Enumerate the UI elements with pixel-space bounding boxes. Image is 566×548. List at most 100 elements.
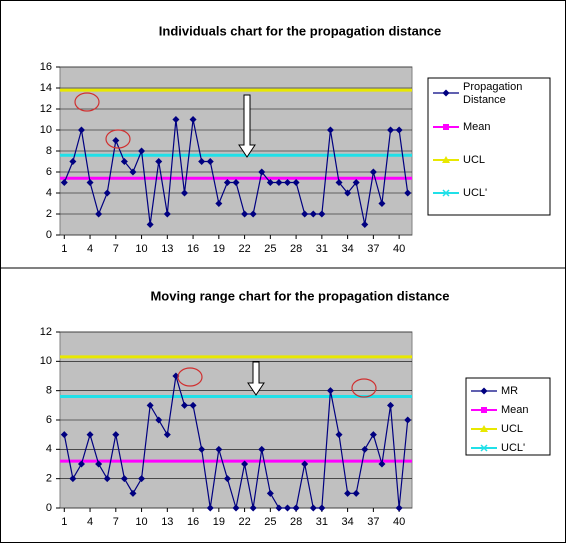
x-tick-label: 28	[290, 243, 302, 255]
y-tick-label: 2	[46, 208, 52, 220]
legend-marker	[442, 89, 450, 97]
point	[284, 179, 292, 186]
point	[60, 179, 68, 186]
highlight-circle	[177, 367, 203, 387]
point	[112, 137, 120, 144]
legend-label: UCL	[463, 154, 485, 166]
y-tick-label: 0	[46, 229, 52, 241]
x-tick-label: 37	[367, 243, 379, 255]
x-tick-label: 22	[238, 516, 250, 528]
highlight-circle	[351, 378, 377, 398]
legend-label: Mean	[501, 404, 529, 416]
x-tick-label: 40	[393, 243, 405, 255]
point	[155, 158, 163, 165]
point	[249, 210, 257, 218]
legend-label: UCL'	[463, 187, 487, 199]
x-tick-label: 25	[264, 516, 276, 528]
chart-title: Individuals chart for the propagation di…	[159, 23, 441, 38]
point	[138, 147, 146, 155]
point	[103, 189, 111, 197]
y-tick-label: 6	[46, 414, 52, 426]
point	[361, 221, 369, 228]
point	[95, 210, 103, 218]
point	[206, 158, 214, 165]
x-tick-label: 1	[61, 516, 67, 528]
y-tick-label: 4	[46, 187, 52, 199]
point	[369, 431, 377, 439]
point	[129, 489, 137, 497]
point	[361, 445, 369, 453]
point	[292, 504, 300, 512]
point	[180, 189, 188, 197]
point	[223, 475, 231, 483]
legend-marker	[442, 156, 450, 163]
x-tick-label: 34	[341, 516, 353, 528]
point	[352, 179, 360, 186]
point	[189, 116, 197, 123]
point	[404, 189, 412, 197]
point	[86, 179, 94, 186]
point	[146, 221, 154, 228]
point	[266, 489, 274, 497]
point	[387, 126, 395, 134]
point	[232, 504, 240, 512]
arrow	[247, 361, 265, 396]
legend-marker	[480, 425, 488, 432]
point	[352, 489, 360, 497]
legend-marker	[481, 407, 487, 413]
legend-label-line: Propagation	[463, 81, 522, 93]
point	[198, 445, 206, 453]
point	[163, 210, 171, 218]
legend-marker	[443, 124, 449, 130]
x-tick-label: 10	[135, 516, 147, 528]
point	[309, 504, 317, 512]
legend-label-line: Distance	[463, 94, 506, 106]
x-tick-label: 4	[87, 243, 93, 255]
point	[275, 504, 283, 512]
point	[215, 445, 223, 453]
y-tick-label: 10	[40, 355, 52, 367]
point	[189, 401, 197, 409]
legend-label: UCL'	[501, 442, 525, 454]
point	[369, 168, 377, 176]
point	[404, 416, 412, 424]
x-tick-label: 10	[135, 243, 147, 255]
highlight-circle	[74, 92, 100, 112]
y-tick-label: 8	[46, 385, 52, 397]
point	[95, 460, 103, 468]
x-tick-label: 19	[213, 516, 225, 528]
legend-label: UCL	[501, 423, 523, 435]
point	[395, 504, 403, 512]
point	[258, 168, 266, 176]
y-tick-label: 14	[40, 82, 52, 94]
x-tick-label: 31	[316, 516, 328, 528]
point	[120, 158, 128, 165]
point	[395, 126, 403, 134]
y-tick-label: 12	[40, 103, 52, 115]
point	[206, 504, 214, 512]
x-tick-label: 28	[290, 516, 302, 528]
point	[318, 504, 326, 512]
point	[180, 401, 188, 409]
point	[215, 200, 223, 207]
y-tick-label: 10	[40, 124, 52, 136]
x-tick-label: 31	[316, 243, 328, 255]
x-tick-label: 19	[213, 243, 225, 255]
x-tick-label: 37	[367, 516, 379, 528]
point	[275, 179, 283, 186]
x-tick-label: 40	[393, 516, 405, 528]
point	[284, 504, 292, 512]
point	[146, 401, 154, 409]
point	[318, 210, 326, 218]
legend-label: MR	[501, 385, 518, 397]
x-tick-label: 4	[87, 516, 93, 528]
point	[387, 401, 395, 409]
point	[120, 475, 128, 483]
y-tick-label: 0	[46, 502, 52, 514]
point	[326, 126, 334, 134]
point	[292, 179, 300, 186]
point	[301, 460, 309, 468]
point	[77, 460, 85, 468]
point	[241, 210, 249, 218]
point	[335, 179, 343, 186]
